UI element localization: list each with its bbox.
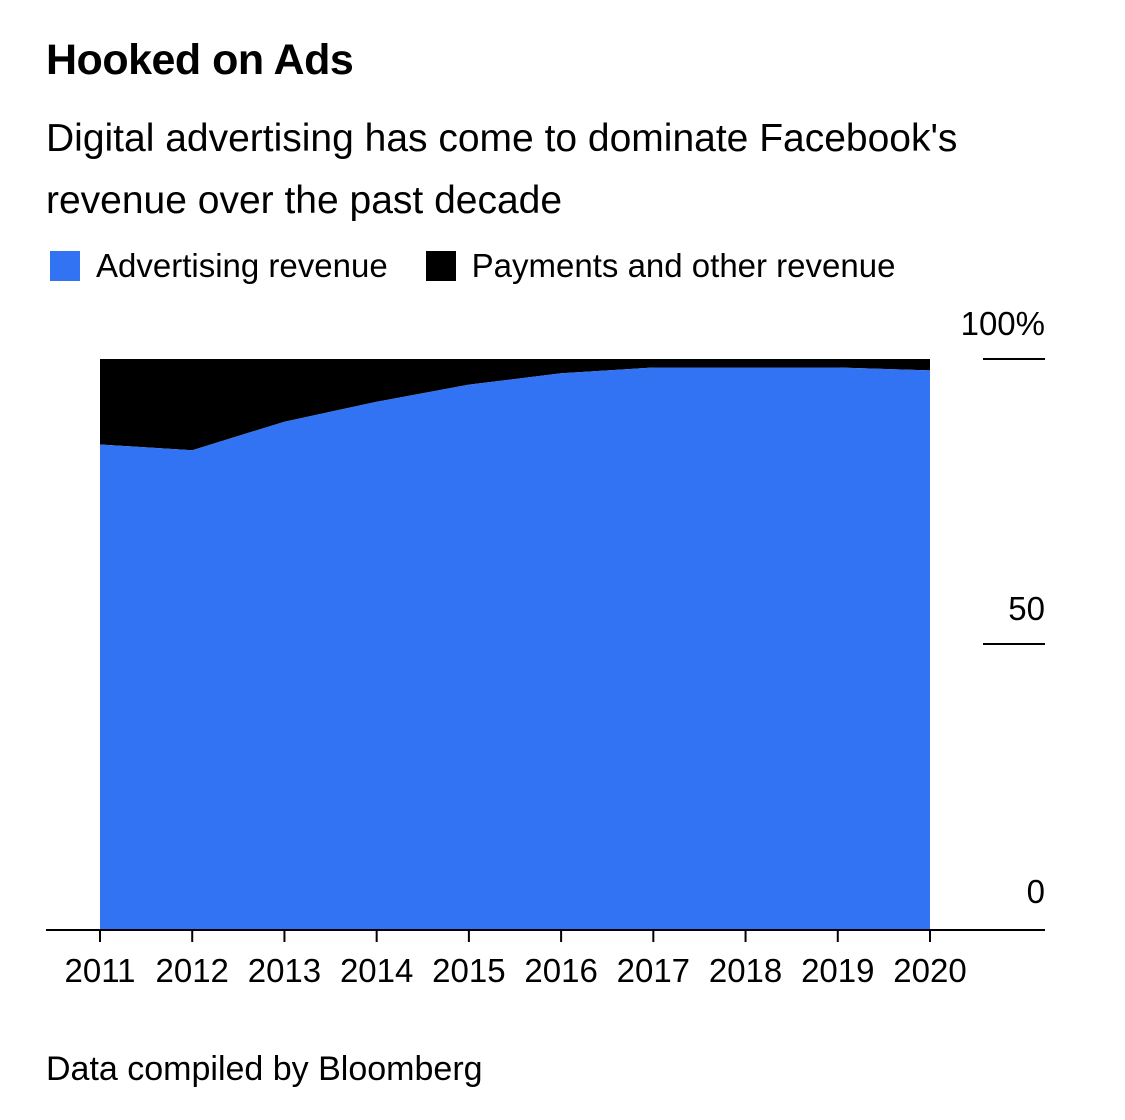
x-tick-label-2018: 2018 (709, 952, 782, 989)
y-tick-label-0: 0 (1027, 873, 1045, 910)
y-tick-label-50: 50 (1008, 590, 1045, 627)
legend-swatch-payments (425, 251, 456, 281)
legend-label-advertising: Advertising revenue (96, 247, 388, 284)
legend: Advertising revenue Payments and other r… (50, 245, 933, 287)
source-note: Data compiled by Bloomberg (46, 1050, 483, 1088)
chart-title: Hooked on Ads (46, 36, 354, 84)
area-payments-and-other-revenue (100, 359, 930, 451)
legend-swatch-advertising (50, 251, 80, 281)
legend-item-advertising: Advertising revenue (50, 247, 388, 285)
legend-label-payments: Payments and other revenue (471, 247, 896, 284)
x-tick-label-2017: 2017 (617, 952, 690, 989)
y-tick-label-100: 100% (961, 305, 1045, 342)
x-tick-label-2014: 2014 (340, 952, 413, 989)
x-tick-label-2012: 2012 (156, 952, 229, 989)
x-tick-label-2013: 2013 (248, 952, 321, 989)
legend-item-payments: Payments and other revenue (425, 247, 896, 285)
x-tick-label-2019: 2019 (801, 952, 874, 989)
x-tick-label-2015: 2015 (432, 952, 505, 989)
chart-subtitle: Digital advertising has come to dominate… (46, 117, 958, 222)
x-tick-label-2011: 2011 (65, 952, 136, 989)
x-tick-label-2016: 2016 (524, 952, 597, 989)
x-tick-label-2020: 2020 (893, 952, 966, 989)
area-advertising-revenue (100, 367, 930, 929)
